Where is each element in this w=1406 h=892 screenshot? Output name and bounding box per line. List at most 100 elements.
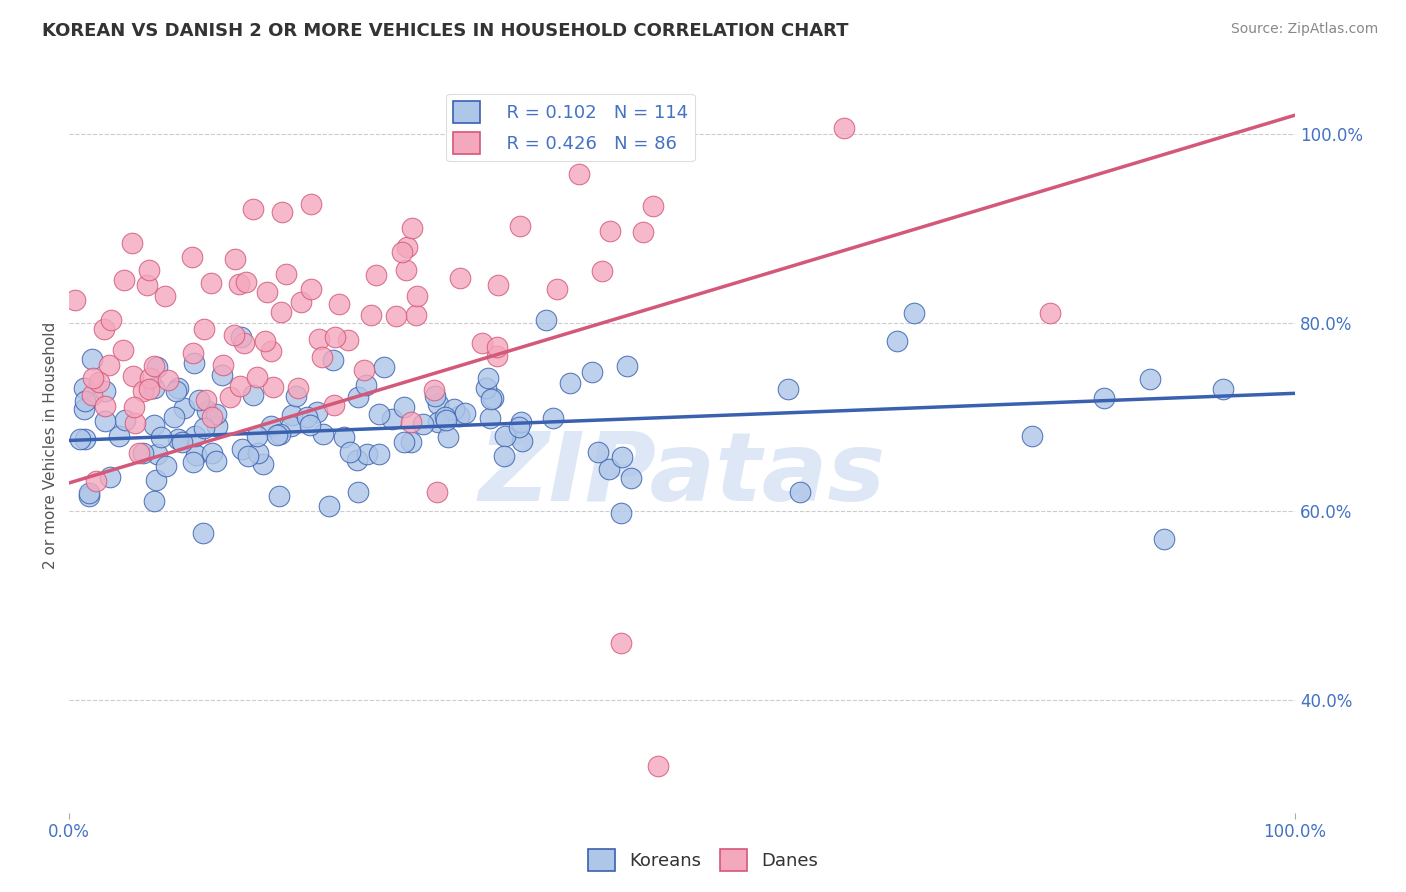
Point <box>212 358 235 372</box>
Point <box>336 333 359 347</box>
Point <box>620 471 643 485</box>
Point <box>437 430 460 444</box>
Point <box>392 400 415 414</box>
Point <box>260 344 283 359</box>
Point <box>246 446 269 460</box>
Point <box>453 406 475 420</box>
Point <box>591 264 613 278</box>
Point <box>246 429 269 443</box>
Point <box>280 418 302 433</box>
Point <box>287 381 309 395</box>
Point <box>423 389 446 403</box>
Point <box>886 334 908 349</box>
Point <box>392 434 415 449</box>
Point <box>77 486 100 500</box>
Point <box>546 282 568 296</box>
Point <box>789 485 811 500</box>
Point <box>132 384 155 399</box>
Point <box>434 413 457 427</box>
Point <box>69 432 91 446</box>
Point <box>512 434 534 448</box>
Text: KOREAN VS DANISH 2 OR MORE VEHICLES IN HOUSEHOLD CORRELATION CHART: KOREAN VS DANISH 2 OR MORE VEHICLES IN H… <box>42 22 849 40</box>
Point <box>631 225 654 239</box>
Point <box>647 758 669 772</box>
Point <box>267 489 290 503</box>
Point <box>201 409 224 424</box>
Point <box>381 412 404 426</box>
Point <box>112 273 135 287</box>
Point <box>259 419 281 434</box>
Point <box>494 450 516 464</box>
Point <box>142 494 165 508</box>
Legend:   R = 0.102   N = 114,   R = 0.426   N = 86: R = 0.102 N = 114, R = 0.426 N = 86 <box>446 94 695 161</box>
Point <box>270 205 292 219</box>
Point <box>305 405 328 419</box>
Point <box>94 415 117 429</box>
Point <box>360 309 382 323</box>
Point <box>641 199 664 213</box>
Point <box>486 350 509 364</box>
Point <box>478 411 501 425</box>
Point <box>346 453 368 467</box>
Point <box>311 350 333 364</box>
Point <box>128 446 150 460</box>
Point <box>347 485 370 500</box>
Point <box>509 219 531 233</box>
Point <box>322 352 344 367</box>
Point <box>229 330 252 344</box>
Point <box>332 430 354 444</box>
Point <box>364 268 387 283</box>
Point <box>832 120 855 135</box>
Point <box>146 447 169 461</box>
Point <box>322 398 344 412</box>
Point <box>138 263 160 277</box>
Point <box>412 417 434 431</box>
Point <box>508 420 530 434</box>
Point <box>598 462 620 476</box>
Point <box>80 351 103 366</box>
Point <box>347 391 370 405</box>
Point <box>167 381 190 395</box>
Point <box>205 419 228 434</box>
Point <box>155 458 177 473</box>
Point <box>560 376 582 391</box>
Point <box>274 268 297 282</box>
Point <box>252 458 274 472</box>
Point <box>73 380 96 394</box>
Point <box>1039 306 1062 320</box>
Point <box>290 295 312 310</box>
Point <box>541 411 564 425</box>
Point <box>142 380 165 394</box>
Point <box>449 270 471 285</box>
Point <box>486 277 509 292</box>
Point <box>399 415 422 429</box>
Point <box>323 330 346 344</box>
Y-axis label: 2 or more Vehicles in Household: 2 or more Vehicles in Household <box>44 321 58 569</box>
Point <box>156 373 179 387</box>
Point <box>181 346 204 360</box>
Text: Source: ZipAtlas.com: Source: ZipAtlas.com <box>1230 22 1378 37</box>
Point <box>112 343 135 357</box>
Point <box>308 332 330 346</box>
Point <box>1139 372 1161 386</box>
Point <box>183 356 205 370</box>
Legend: Koreans, Danes: Koreans, Danes <box>581 842 825 879</box>
Point <box>395 240 418 254</box>
Point <box>385 309 408 323</box>
Point <box>328 297 350 311</box>
Point <box>281 409 304 423</box>
Point <box>166 433 188 447</box>
Point <box>184 448 207 462</box>
Point <box>94 400 117 414</box>
Point <box>395 263 418 277</box>
Point <box>143 359 166 373</box>
Point <box>373 359 395 374</box>
Point <box>295 410 318 425</box>
Point <box>138 370 160 384</box>
Point <box>477 371 499 385</box>
Point <box>82 371 104 385</box>
Point <box>100 312 122 326</box>
Point <box>84 475 107 489</box>
Point <box>270 305 292 319</box>
Point <box>262 380 284 394</box>
